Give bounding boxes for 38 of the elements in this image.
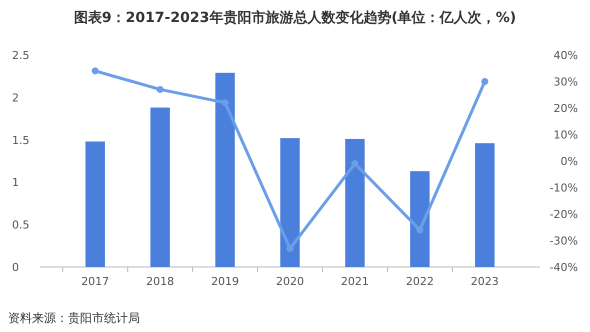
- y-tick-label: 0.5: [12, 218, 30, 232]
- x-tick-label: 2019: [211, 275, 240, 288]
- bar: [215, 72, 235, 267]
- x-tick-label: 2020: [276, 275, 304, 288]
- y2-tick-label: 20%: [554, 102, 578, 115]
- bar: [410, 171, 430, 267]
- y2-tick-label: -40%: [550, 261, 578, 274]
- bar: [475, 143, 495, 267]
- point: [416, 226, 424, 234]
- y2-tick-label: 10%: [554, 128, 578, 142]
- bar: [345, 138, 365, 267]
- point: [481, 78, 488, 85]
- y-tick-label: 1: [12, 176, 19, 190]
- point: [351, 160, 358, 168]
- y2-tick-label: 30%: [554, 76, 578, 88]
- y2-tick-label: 0%: [560, 155, 578, 168]
- text: 资料来源：贵阳市统计局: [8, 311, 140, 325]
- y2-tick-label: -10%: [550, 182, 578, 194]
- x-tick-label: 2018: [146, 275, 174, 288]
- y-tick-label: 2: [12, 91, 19, 104]
- y-tick-label: 2.5: [12, 49, 30, 62]
- x-tick-label: 2021: [340, 275, 369, 288]
- bar: [280, 138, 300, 267]
- x-tick-label: 2023: [470, 275, 499, 288]
- chart-title: 图表9：2017-2023年贵阳市旅游总人数变化趋势(单位：亿人次，%): [74, 9, 516, 26]
- y2-tick-label: -20%: [550, 208, 578, 221]
- point: [156, 86, 164, 93]
- point: [286, 244, 294, 252]
- point: [222, 99, 229, 106]
- y-tick-label: 1.5: [12, 134, 30, 147]
- bar: [150, 108, 170, 267]
- point: [92, 67, 99, 74]
- y2-tick-label: 40%: [554, 49, 578, 62]
- x-tick-label: 2022: [406, 275, 434, 288]
- bar: [85, 141, 105, 267]
- y2-tick-label: -30%: [550, 234, 578, 248]
- x-tick-label: 2017: [81, 275, 110, 288]
- y-tick-label: 0: [12, 261, 19, 274]
